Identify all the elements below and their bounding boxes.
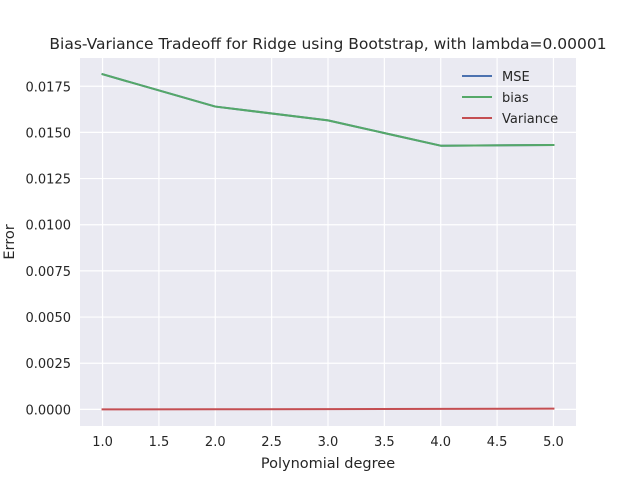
x-axis-ticks: 1.0 1.5 2.0 2.5 3.0 3.5 4.0 4.5 5.0 (92, 435, 564, 450)
x-tick-label: 1.0 (92, 435, 113, 450)
x-axis-label: Polynomial degree (261, 456, 395, 472)
chart-title: Bias-Variance Tradeoff for Ridge using B… (49, 35, 606, 53)
y-tick-label: 0.0100 (26, 219, 72, 234)
x-tick-label: 3.0 (318, 435, 339, 450)
legend-label-mse: MSE (502, 70, 530, 85)
y-tick-label: 0.0125 (26, 173, 72, 188)
y-tick-label: 0.0150 (26, 126, 72, 141)
x-tick-label: 2.5 (261, 435, 282, 450)
legend: MSE bias Variance (462, 70, 558, 127)
y-tick-label: 0.0000 (26, 403, 72, 418)
x-tick-label: 1.5 (149, 435, 170, 450)
series-line-variance (101, 407, 555, 411)
x-tick-label: 4.0 (430, 435, 451, 450)
x-tick-label: 2.0 (205, 435, 226, 450)
x-tick-label: 5.0 (543, 435, 564, 450)
y-tick-label: 0.0075 (26, 265, 72, 280)
y-axis-label: Error (2, 224, 18, 259)
series-lines (101, 73, 555, 411)
legend-label-variance: Variance (502, 112, 558, 127)
x-tick-label: 4.5 (487, 435, 508, 450)
y-tick-label: 0.0050 (26, 311, 72, 326)
series-line-bias (101, 73, 555, 147)
y-axis-ticks: 0.0000 0.0025 0.0050 0.0075 0.0100 0.0125 0.01… (26, 80, 72, 418)
legend-label-bias: bias (502, 91, 529, 106)
y-tick-label: 0.0025 (26, 357, 72, 372)
x-tick-label: 3.5 (374, 435, 395, 450)
y-tick-label: 0.0175 (26, 80, 72, 95)
